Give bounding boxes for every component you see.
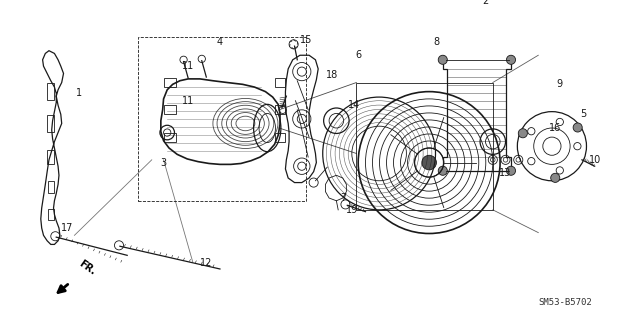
Circle shape [518, 129, 527, 138]
Bar [47, 115, 54, 132]
Bar [275, 133, 285, 142]
Bar [47, 181, 54, 194]
Circle shape [550, 173, 560, 182]
Text: 2: 2 [483, 0, 489, 6]
Bar [275, 78, 285, 87]
Text: 12: 12 [200, 258, 212, 268]
Text: 18: 18 [326, 70, 338, 80]
Bar [164, 105, 176, 115]
Circle shape [573, 123, 582, 132]
Circle shape [506, 166, 516, 175]
Text: 4: 4 [217, 37, 223, 47]
Text: 11: 11 [182, 96, 195, 106]
Text: FR.: FR. [77, 259, 98, 277]
Text: 14: 14 [348, 100, 361, 110]
Bar [48, 209, 54, 220]
Text: 8: 8 [433, 37, 440, 47]
Bar [164, 78, 176, 87]
Bar [138, 37, 307, 201]
Bar [275, 105, 285, 115]
Text: 15: 15 [300, 35, 312, 45]
Text: SM53-B5702: SM53-B5702 [539, 298, 593, 307]
Text: 5: 5 [580, 109, 587, 119]
Text: 16: 16 [548, 123, 561, 133]
Text: 19: 19 [346, 205, 358, 215]
Circle shape [506, 55, 516, 64]
Text: 6: 6 [355, 50, 361, 60]
Bar [47, 150, 54, 164]
Text: 7: 7 [340, 193, 347, 203]
Text: 10: 10 [589, 155, 601, 165]
Text: 13: 13 [499, 168, 511, 178]
Text: 9: 9 [556, 79, 563, 89]
Circle shape [438, 55, 447, 64]
Bar [47, 84, 54, 100]
Text: 17: 17 [61, 223, 74, 233]
Circle shape [422, 155, 436, 170]
Text: 1: 1 [76, 88, 82, 99]
Text: 3: 3 [161, 158, 166, 167]
Circle shape [438, 166, 447, 175]
Text: 11: 11 [182, 61, 195, 71]
Bar [164, 133, 176, 142]
